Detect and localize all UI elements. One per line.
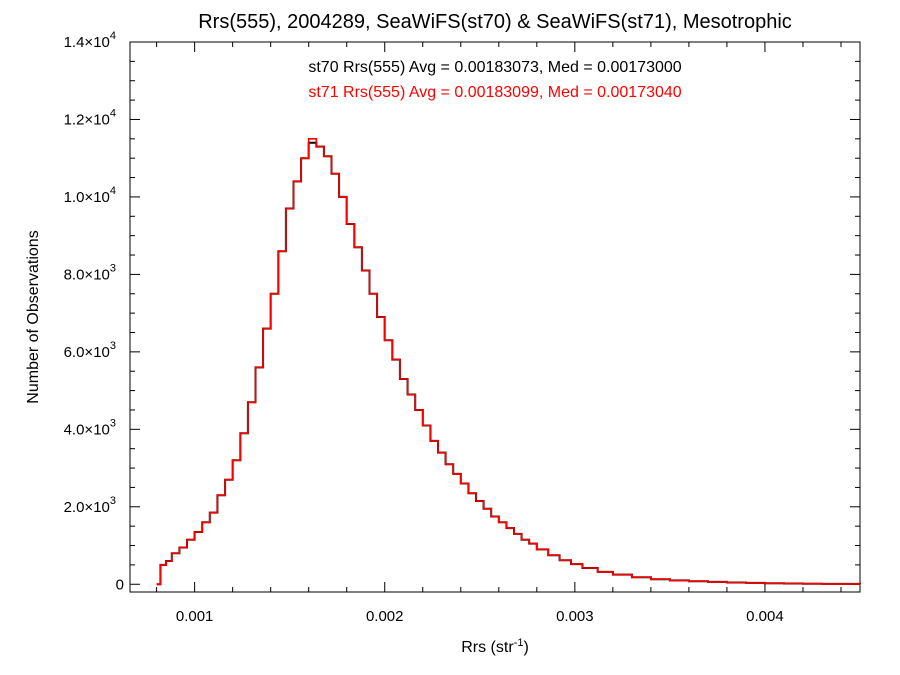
y-tick-exponent: 4 bbox=[110, 107, 116, 119]
y-tick-label: 4.0×103 bbox=[64, 417, 116, 438]
y-tick-label: 6.0×103 bbox=[64, 340, 116, 361]
x-axis-label-base: Rrs (str bbox=[461, 639, 514, 656]
y-tick-exponent: 4 bbox=[110, 30, 116, 42]
annotation-st71: st71 Rrs(555) Avg = 0.00183099, Med = 0.… bbox=[308, 84, 681, 101]
y-tick-mantissa: 8.0×10 bbox=[64, 266, 110, 283]
y-tick-label: 1.4×104 bbox=[64, 30, 116, 51]
x-axis-label: Rrs (str-1) bbox=[461, 637, 529, 656]
y-tick-labels: 02.0×1034.0×1036.0×1038.0×1031.0×1041.2×… bbox=[64, 30, 124, 593]
plot-frame bbox=[129, 41, 861, 593]
y-tick-exponent: 3 bbox=[110, 262, 116, 274]
x-axis-label-tail: ) bbox=[523, 639, 528, 656]
y-tick-mantissa: 1.2×10 bbox=[64, 111, 110, 128]
chart-title: Rrs(555), 2004289, SeaWiFS(st70) & SeaWi… bbox=[198, 11, 792, 33]
annotation-st70: st70 Rrs(555) Avg = 0.00183073, Med = 0.… bbox=[308, 59, 681, 76]
y-tick-exponent: 3 bbox=[110, 417, 116, 429]
y-axis-label: Number of Observations bbox=[25, 230, 42, 403]
y-tick-exponent: 3 bbox=[110, 340, 116, 352]
axis-ticks bbox=[130, 41, 860, 592]
x-tick-label: 0.002 bbox=[366, 608, 404, 625]
y-tick-exponent: 3 bbox=[110, 495, 116, 507]
x-tick-label: 0.003 bbox=[556, 608, 594, 625]
y-tick-label: 1.2×104 bbox=[64, 107, 116, 128]
x-tick-label: 0.004 bbox=[746, 608, 784, 625]
series-layer bbox=[156, 138, 861, 586]
y-tick-label: 2.0×103 bbox=[64, 495, 116, 516]
y-tick-mantissa: 2.0×10 bbox=[64, 499, 110, 516]
y-tick-mantissa: 6.0×10 bbox=[64, 344, 110, 361]
y-tick-label: 8.0×103 bbox=[64, 262, 116, 283]
x-tick-label: 0.001 bbox=[176, 608, 214, 625]
x-tick-labels: 0.001 0.002 0.003 0.004 bbox=[176, 608, 784, 625]
series-st71-line bbox=[156, 138, 861, 586]
y-tick-label: 1.0×104 bbox=[64, 185, 116, 206]
x-axis-label-sup: -1 bbox=[514, 637, 524, 649]
series-st70-line bbox=[156, 141, 861, 586]
y-tick-mantissa: 4.0×10 bbox=[64, 421, 110, 438]
y-tick-exponent: 4 bbox=[110, 185, 116, 197]
y-tick-mantissa: 1.0×10 bbox=[64, 189, 110, 206]
y-tick-label: 0 bbox=[116, 576, 124, 593]
y-tick-mantissa: 1.4×10 bbox=[64, 34, 110, 51]
